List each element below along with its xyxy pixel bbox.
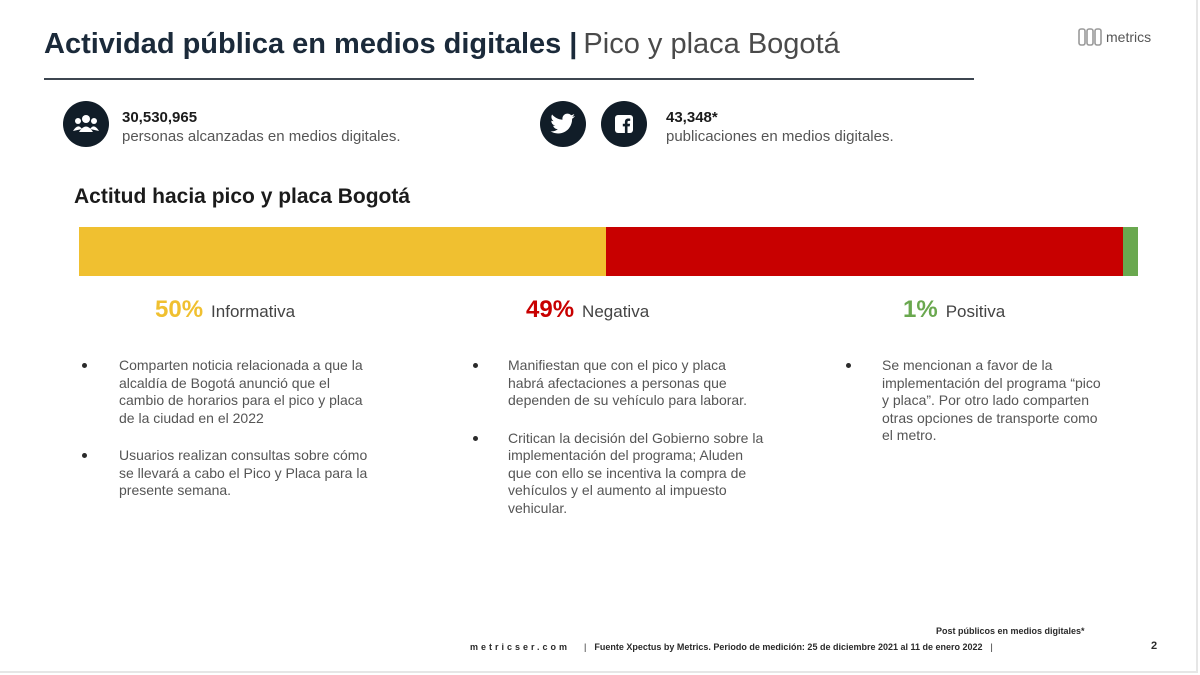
bullet-line: Usuarios realizan consultas sobre cómo [119,447,368,463]
informativa-column: Comparten noticia relacionada a que la a… [82,357,367,520]
bar-segment-informativa [79,227,607,276]
title-main: Actividad pública en medios digitales [44,28,562,60]
informativa-name: Informativa [211,302,296,321]
bullet-line: alcaldía de Bogotá anunció que el [119,374,330,391]
informativa-bullet-list: Comparten noticia relacionada a que la a… [82,357,367,500]
informativa-percent: 50% [155,296,204,323]
footer-source: Fuente Xpectus by Metrics. Periodo de me… [594,642,983,652]
section-title: Actitud hacia pico y placa Bogotá [74,185,411,208]
metrics-logo-mark-icon [1078,28,1102,46]
bullet-line: implementación del programa “pico [882,374,1101,391]
bullet-dot [846,363,851,368]
bullet-line: Se mencionan a favor de la [882,357,1053,373]
footer-site: metricser.com [470,642,571,652]
bullet-line: vehículos y el aumento al impuesto [508,482,727,498]
posts-value: 43,348* [666,109,718,126]
bullet-line: de la ciudad en el 2022 [119,409,264,426]
list-item: Manifiestan que con el pico y placa habr… [473,357,763,410]
attitude-bar [79,227,1138,276]
bullet-line: Critican la decisión del Gobierno sobre … [508,429,764,446]
twitter-icon [540,101,586,147]
title-underline [44,78,974,80]
page-number: 2 [1151,640,1158,652]
positiva-column: Se mencionan a favor de la implementació… [846,357,1101,465]
list-item: Critican la decisión del Gobierno sobre … [473,430,763,518]
footer-pipe: | [584,642,587,652]
positiva-bullet-list: Se mencionan a favor de la implementació… [846,357,1101,445]
reach-value: 30,530,965 [122,109,198,126]
bullet-line: que con ello se incentiva la compra de [508,464,747,481]
title-topic: Pico y placa Bogotá [583,28,840,60]
bullet-line: presente semana. [119,482,232,498]
reach-label: personas alcanzadas en medios digitales. [122,128,401,145]
page-title: Actividad pública en medios digitales | Pi… [44,28,840,61]
bullet-dot [473,363,478,368]
bullet-line: vehicular. [508,499,568,516]
bullet-line: otras opciones de transporte como [882,409,1098,426]
metrics-logo: metrics [1078,27,1151,47]
positiva-name: Positiva [945,302,1006,321]
bullet-dot [473,435,478,441]
bullet-line: y placa”. Por otro lado comparten [882,392,1089,408]
footer-source-line: metricser.com | Fuente Xpectus by Metrics.… [470,642,1001,652]
bullet-dot [82,363,87,368]
negativa-label: 49% Negativa [526,296,649,324]
informativa-label: 50% Informativa [155,296,295,324]
bullet-line: el metro. [882,427,937,443]
bar-segment-negativa [606,227,1124,276]
bullet-line: dependen de su vehículo para laborar. [508,392,747,408]
negativa-column: Manifiestan que con el pico y placa habr… [473,357,763,537]
bullet-line: Comparten noticia relacionada a que la [119,357,363,373]
bullet-dot [82,453,87,458]
bullet-line: habrá afectaciones a personas que [508,374,727,391]
negativa-name: Negativa [582,302,650,321]
footer-end-pipe: | [990,642,993,652]
bullet-line: Manifiestan que con el pico y placa [508,357,726,373]
negativa-percent: 49% [526,296,575,323]
logo-text: metrics [1106,29,1152,45]
negativa-bullet-list: Manifiestan que con el pico y placa habr… [473,357,763,517]
list-item: Usuarios realizan consultas sobre cómo s… [82,447,367,500]
positiva-label: 1% Positiva [903,296,1005,324]
bullet-line: cambio de horarios para el pico y placa [119,392,363,408]
bullet-line: se llevará a cabo el Pico y Placa para l… [119,464,368,481]
title-separator: | [569,28,578,60]
facebook-icon [601,101,647,147]
posts-label: publicaciones en medios digitales. [666,128,894,145]
list-item: Comparten noticia relacionada a que la a… [82,357,367,427]
bar-segment-positiva [1123,227,1138,276]
bullet-line: implementación del programa; Aluden [508,447,744,463]
footer-note: Post públicos en medios digitales* [936,626,1085,636]
list-item: Se mencionan a favor de la implementació… [846,357,1101,445]
people-icon [63,101,109,147]
positiva-percent: 1% [903,296,938,323]
